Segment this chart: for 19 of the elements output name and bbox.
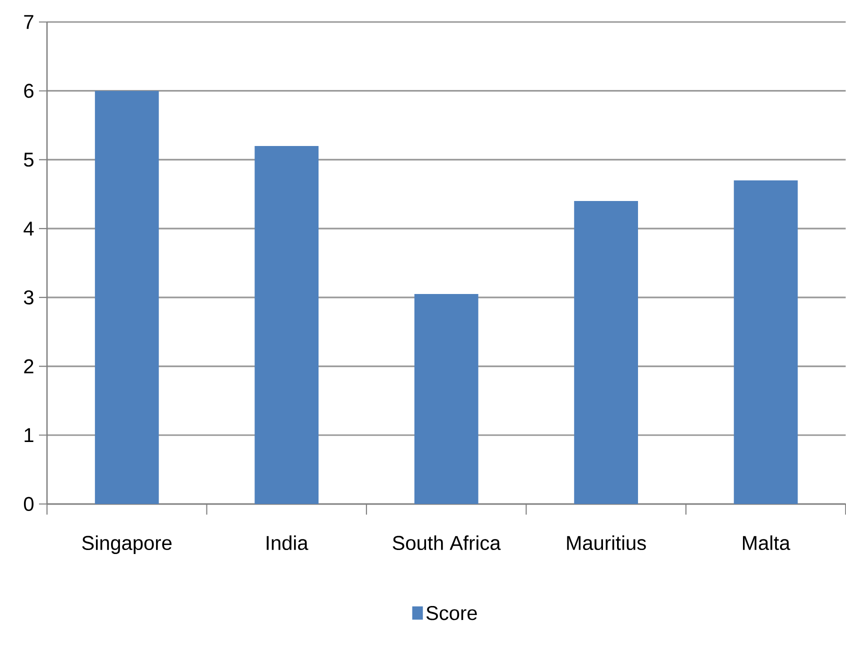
x-tick-label: Mauritius (567, 535, 646, 550)
x-tick-label: Malta (742, 535, 790, 550)
y-tick-label: 1 (24, 428, 34, 442)
bar (734, 180, 798, 504)
bar (574, 201, 638, 504)
x-tick-label: Singapore (82, 535, 172, 554)
bar (254, 146, 319, 504)
y-tick-label: 3 (24, 290, 34, 304)
legend-label: Score (426, 606, 477, 620)
y-tick-label: 7 (24, 15, 34, 29)
y-tick-label: 5 (24, 152, 34, 167)
y-tick-label: 4 (24, 222, 34, 236)
y-tick-label: 0 (24, 496, 34, 512)
x-tick-label: South Africa (392, 535, 501, 550)
y-tick-label: 6 (24, 84, 34, 98)
bar (94, 90, 159, 504)
bar (414, 294, 478, 504)
y-tick-label: 2 (24, 359, 34, 374)
x-tick-label: India (266, 535, 308, 550)
